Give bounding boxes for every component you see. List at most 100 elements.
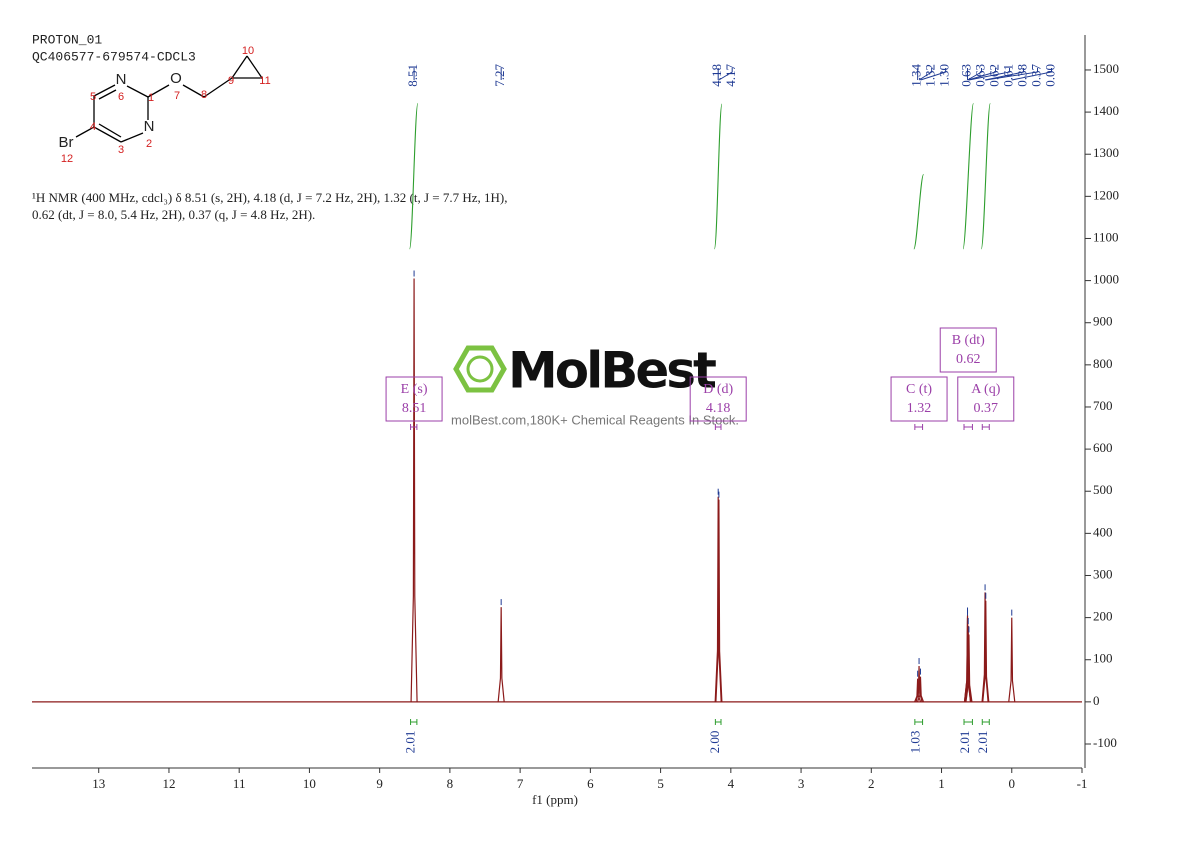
integral-label: 2.01 (975, 731, 990, 754)
peak-label: 7.27 (492, 64, 507, 87)
x-tick-label: 9 (376, 776, 383, 791)
y-tick-label: 300 (1093, 566, 1113, 581)
integral-label: 1.03 (908, 731, 923, 754)
x-tick-label: -1 (1077, 776, 1088, 791)
nmr-description: 0.62 (dt, J = 8.0, 5.4 Hz, 2H), 0.37 (q,… (32, 207, 315, 222)
y-tick-label: 400 (1093, 524, 1113, 539)
y-tick-label: 1300 (1093, 145, 1119, 160)
multiplet-box (890, 376, 948, 422)
atom-number: 12 (61, 153, 73, 165)
x-tick-label: 2 (868, 776, 875, 791)
multiplet-range (714, 424, 722, 430)
peak-leader (920, 68, 947, 81)
atom-number: 9 (228, 75, 234, 87)
spectrum-peak (1008, 617, 1016, 702)
atom-number: 3 (118, 144, 124, 156)
x-tick-label: 6 (587, 776, 594, 791)
integral-range (981, 719, 990, 725)
peak-label: 4.17 (723, 64, 738, 87)
atom-number: 11 (259, 75, 270, 87)
x-tick-label: 0 (1009, 776, 1016, 791)
peak-leader (968, 68, 997, 81)
atom-symbol: O (170, 70, 182, 87)
atom-number: 10 (242, 45, 254, 57)
spectrum-peak (915, 666, 923, 703)
multiplet-name: C (t) (906, 382, 932, 397)
y-tick-label: 500 (1093, 482, 1113, 497)
watermark-tagline: molBest.com,180K+ Chemical Reagents In S… (451, 412, 739, 427)
atom-number: 6 (118, 91, 124, 103)
multiplet-shift: 1.32 (907, 401, 932, 416)
multiplet-range (963, 424, 973, 430)
multiplet-box (385, 376, 443, 422)
peak-label: 4.18 (709, 64, 724, 87)
x-tick-label: 3 (798, 776, 805, 791)
multiplet-range (981, 424, 990, 430)
integral-label: 2.00 (707, 731, 722, 754)
y-tick-label: 800 (1093, 356, 1113, 371)
spectrum-peak (497, 607, 505, 702)
peak-label: 0.38 (1015, 64, 1030, 87)
y-tick-label: 600 (1093, 440, 1113, 455)
multiplet-shift: 0.62 (956, 352, 981, 367)
x-axis-label: f1 (ppm) (532, 792, 578, 807)
integral-range (410, 719, 418, 725)
multiplet-name: A (q) (971, 382, 1001, 397)
multiplet-shift: 8.51 (402, 401, 427, 416)
y-tick-label: 900 (1093, 314, 1113, 329)
integral-range (914, 719, 924, 725)
peak-label: 0.00 (1043, 64, 1058, 87)
atom-number: 5 (90, 91, 96, 103)
molecule-bonds (75, 55, 263, 143)
multiplet-box (957, 376, 1015, 422)
peak-leader (718, 68, 733, 81)
multiplet-name: B (dt) (952, 333, 985, 348)
integral-range (963, 719, 973, 725)
y-tick-label: 700 (1093, 398, 1113, 413)
multiplet-name: D (d) (703, 382, 733, 397)
multiplet-range (914, 424, 924, 430)
x-tick-label: 5 (657, 776, 664, 791)
peak-leader (967, 68, 983, 81)
integral-curve (409, 102, 419, 250)
multiplet-shift: 0.37 (974, 401, 999, 416)
y-tick-label: 1200 (1093, 187, 1119, 202)
watermark-logo (453, 345, 507, 393)
peak-label: 1.34 (909, 64, 924, 87)
integral-curve (980, 102, 991, 250)
nmr-description: ¹H NMR (400 MHz, cdcl₃) δ 8.51 (s, 2H), … (32, 190, 508, 205)
x-tick-label: 1 (938, 776, 945, 791)
x-tick-label: 12 (162, 776, 175, 791)
chart-subtitle: QC406577-679574-CDCL3 (32, 49, 196, 64)
y-tick-label: 1000 (1093, 272, 1119, 287)
atom-symbol: N (144, 118, 155, 135)
peak-leader (968, 68, 1011, 81)
integral-curve (713, 103, 723, 250)
peak-leader (985, 68, 1039, 81)
peak-label: 0.63 (959, 64, 974, 87)
atom-symbol: Br (59, 134, 74, 151)
integral-label: 2.01 (403, 731, 418, 754)
integral-range (714, 719, 722, 725)
y-tick-label: -100 (1093, 735, 1117, 750)
integral-curve (962, 102, 974, 250)
chart-title: PROTON_01 (32, 32, 102, 47)
x-tick-label: 11 (233, 776, 246, 791)
y-tick-label: 200 (1093, 609, 1113, 624)
x-tick-label: 4 (728, 776, 735, 791)
y-tick-label: 1400 (1093, 103, 1119, 118)
atom-symbol: N (116, 71, 127, 88)
multiplet-box (939, 327, 997, 373)
x-tick-label: 13 (92, 776, 105, 791)
peak-label: 1.30 (937, 64, 952, 87)
multiplet-shift: 4.18 (706, 401, 731, 416)
atom-number: 8 (201, 89, 207, 101)
x-tick-label: 8 (447, 776, 454, 791)
multiplet-name: E (s) (401, 382, 428, 397)
integral-label: 2.01 (957, 731, 972, 754)
y-tick-label: 1500 (1093, 61, 1119, 76)
x-tick-label: 10 (303, 776, 316, 791)
peak-label: 1.32 (923, 64, 938, 87)
spectrum-peak (982, 600, 990, 702)
watermark-brand: MolBest (508, 342, 716, 400)
